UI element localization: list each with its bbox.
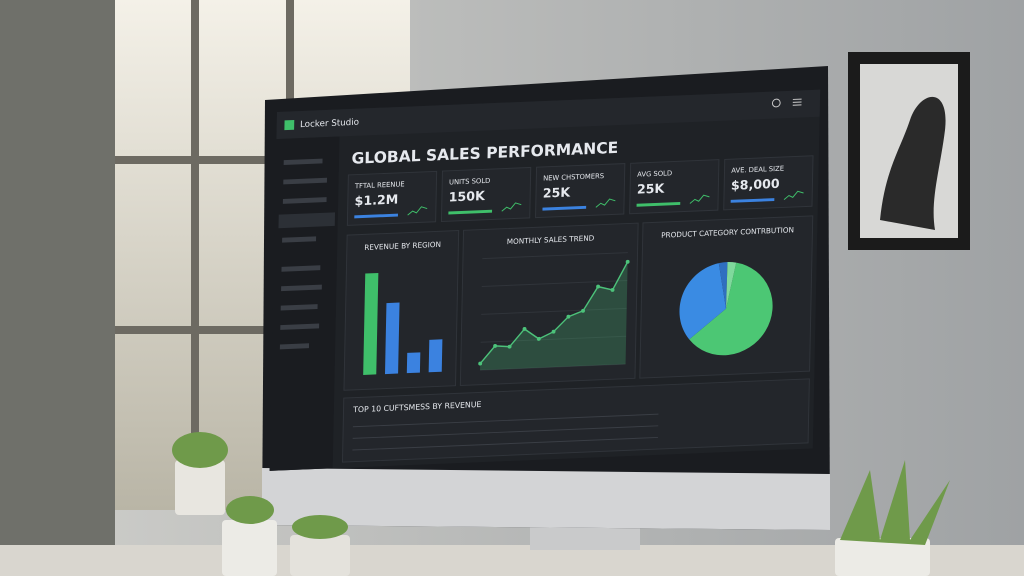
- kpi-label: AVG SOLD: [637, 169, 672, 178]
- plant-pot: [222, 520, 277, 576]
- plant-pot: [290, 535, 350, 576]
- bar: [385, 303, 400, 375]
- kpi-value: $8,000: [731, 176, 780, 193]
- kpi-label: UNITS SOLD: [449, 177, 490, 187]
- kpi-value: 150K: [449, 188, 487, 205]
- kpi-value: 25K: [637, 181, 666, 197]
- monitor-chin: [262, 468, 830, 530]
- bar: [429, 339, 443, 372]
- bar: [407, 352, 421, 373]
- screen: Locker Studio GLOBAL SALES PERFORMANCE T…: [270, 90, 821, 471]
- kpi-value: $1.2M: [354, 192, 398, 209]
- sidebar: [270, 137, 340, 471]
- logo: [284, 120, 294, 130]
- curtain: [0, 0, 115, 576]
- kpi-value: 25K: [543, 184, 572, 200]
- bar: [363, 273, 378, 375]
- plant-pot: [175, 460, 225, 515]
